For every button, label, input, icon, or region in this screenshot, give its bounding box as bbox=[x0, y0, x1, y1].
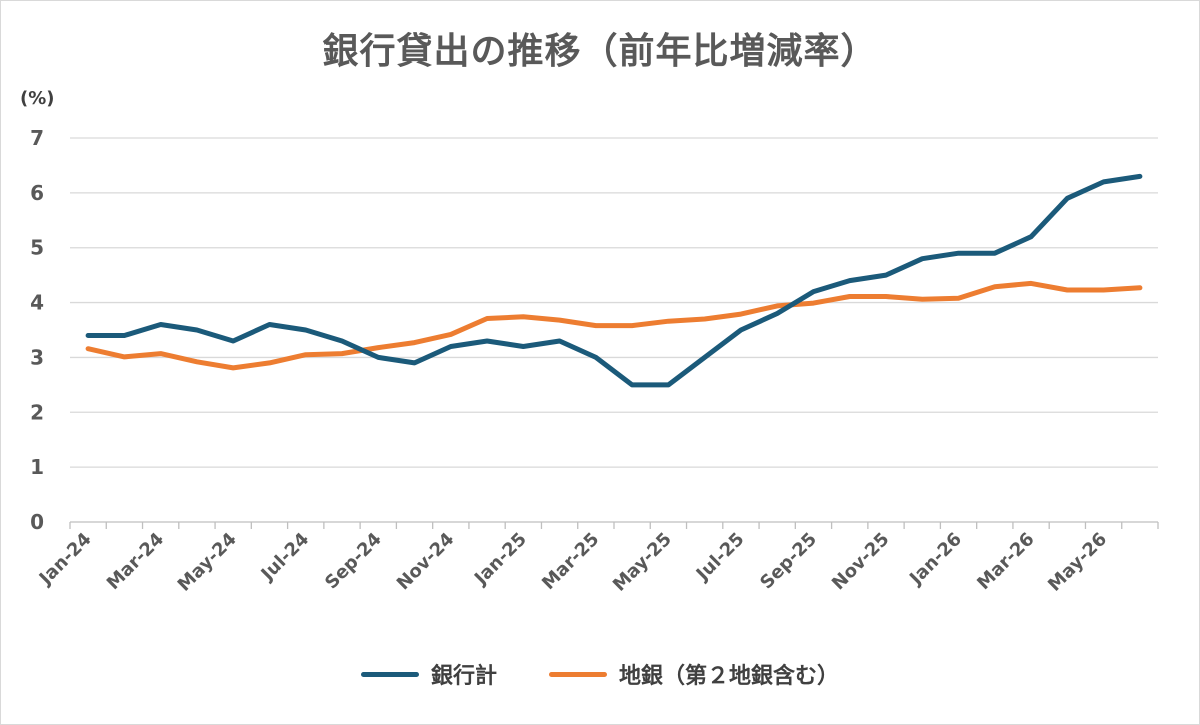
y-tick-label: 6 bbox=[30, 181, 44, 205]
x-tick-label: Jan-25 bbox=[469, 529, 531, 591]
x-tick-label: Jan-24 bbox=[34, 529, 96, 591]
legend: 銀行計 地銀（第２地銀含む） bbox=[0, 658, 1200, 690]
x-tick-label: May-25 bbox=[609, 529, 676, 596]
legend-item-regional-banks: 地銀（第２地銀含む） bbox=[549, 658, 839, 690]
x-tick-label: Mar-25 bbox=[538, 529, 603, 594]
x-tick-label: Mar-24 bbox=[103, 529, 168, 594]
x-tick-label: Sep-25 bbox=[756, 529, 821, 594]
legend-item-bank-total: 銀行計 bbox=[360, 658, 497, 690]
x-tick-label: Jan-26 bbox=[904, 529, 966, 591]
x-axis-ticks: Jan-24 Mar-24 May-24 Jul-24 Sep-24 Nov-24 Jan-… bbox=[34, 522, 1159, 596]
y-tick-label: 5 bbox=[30, 236, 44, 260]
x-tick-label: Nov-25 bbox=[828, 529, 894, 595]
x-tick-label: Nov-24 bbox=[393, 529, 459, 595]
legend-label-bank-total: 銀行計 bbox=[430, 664, 497, 689]
legend-swatch-bank-total bbox=[360, 671, 419, 677]
y-tick-label: 2 bbox=[30, 400, 44, 424]
y-tick-label: 7 bbox=[30, 126, 44, 150]
x-tick-label: May-24 bbox=[174, 529, 241, 596]
x-tick-label: Jul-24 bbox=[256, 529, 313, 586]
y-tick-label: 0 bbox=[30, 510, 44, 534]
chart-title: 銀行貸出の推移（前年比増減率） bbox=[322, 31, 878, 72]
legend-swatch-regional-banks bbox=[549, 671, 607, 677]
x-tick-label: Mar-26 bbox=[973, 529, 1038, 594]
x-tick-label: May-26 bbox=[1044, 529, 1111, 596]
series-lines bbox=[85, 173, 1143, 388]
y-tick-label: 1 bbox=[30, 455, 44, 479]
y-tick-label: 3 bbox=[30, 345, 44, 369]
y-axis-ticks: 0 1 2 3 4 5 6 7 bbox=[30, 126, 44, 534]
y-tick-label: 4 bbox=[30, 291, 44, 315]
x-tick-label: Jul-25 bbox=[691, 529, 748, 586]
series-line-1 bbox=[85, 280, 1143, 371]
y-axis-unit: (%) bbox=[20, 88, 55, 109]
gridlines bbox=[70, 137, 1158, 523]
legend-label-regional-banks: 地銀（第２地銀含む） bbox=[619, 664, 840, 689]
x-tick-label: Sep-24 bbox=[321, 529, 386, 594]
series-line-0 bbox=[85, 173, 1143, 388]
